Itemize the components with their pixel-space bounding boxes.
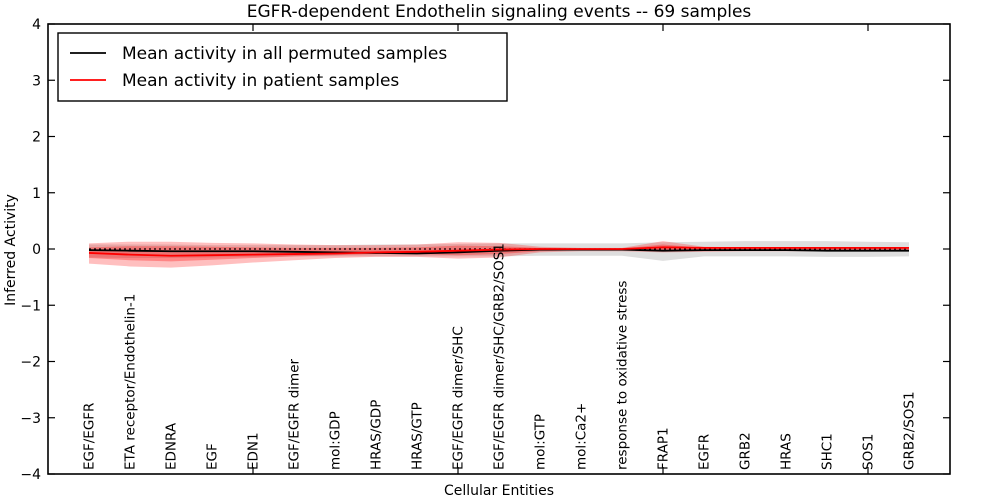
y-tick-label: 4 — [32, 17, 41, 33]
y-tick-label: 2 — [32, 130, 41, 146]
y-tick-label: −1 — [20, 298, 41, 314]
x-category-label: mol:Ca2+ — [574, 403, 590, 470]
x-category-label: HRAS — [779, 433, 795, 470]
x-category-label: EDNRA — [164, 422, 180, 470]
x-category-label: EDN1 — [246, 432, 262, 470]
y-tick-label: −2 — [20, 355, 41, 371]
y-tick-label: 0 — [32, 242, 41, 258]
lines-layer — [88, 246, 909, 257]
series-line-permuted — [88, 248, 909, 255]
x-category-label: GRB2 — [738, 432, 754, 470]
x-category-label: GRB2/SOS1 — [902, 391, 918, 470]
x-category-label: EGF/EGFR dimer — [287, 358, 303, 470]
x-category-label: EGF — [205, 443, 221, 470]
category-labels-layer: EGF/EGFR ETA receptor/Endothelin-1 EDNRA EG… — [82, 243, 918, 470]
x-category-label: FRAP1 — [656, 427, 672, 470]
x-category-label: SOS1 — [861, 434, 877, 470]
x-category-label: EGF/EGFR dimer/SHC — [451, 326, 467, 470]
x-category-label: mol:GDP — [328, 411, 344, 470]
x-category-label: HRAS/GTP — [410, 402, 426, 470]
x-category-label: mol:GTP — [533, 414, 549, 470]
x-category-label: response to oxidative stress — [615, 281, 631, 470]
legend-label-patient: Mean activity in patient samples — [122, 71, 399, 91]
y-tick-label: −3 — [20, 411, 41, 427]
y-tick-label: 1 — [32, 186, 41, 202]
y-tick-label: −4 — [20, 467, 41, 483]
legend-box — [57, 32, 508, 102]
y-axis-label: Inferred Activity — [3, 194, 19, 306]
x-category-label: EGF/EGFR dimer/SHC/GRB2/SOS1 — [492, 243, 508, 470]
x-category-label: ETA receptor/Endothelin-1 — [123, 294, 139, 470]
x-category-label: HRAS/GDP — [369, 400, 385, 470]
plot-border — [47, 23, 951, 475]
x-axis-label: Cellular Entities — [444, 483, 554, 499]
x-category-label: SHC1 — [820, 433, 836, 470]
series-line-patient — [88, 246, 909, 257]
legend: Mean activity in all permuted samples Me… — [57, 32, 508, 102]
chart-title: EGFR-dependent Endothelin signaling even… — [247, 2, 752, 22]
x-category-label: EGF/EGFR — [82, 403, 98, 470]
ticks-layer: 4 3 2 1 0 −1 −2 −3 −4 — [20, 17, 950, 483]
y-tick-label: 3 — [32, 73, 41, 89]
x-category-label: EGFR — [697, 434, 713, 470]
legend-label-permuted: Mean activity in all permuted samples — [122, 44, 447, 64]
